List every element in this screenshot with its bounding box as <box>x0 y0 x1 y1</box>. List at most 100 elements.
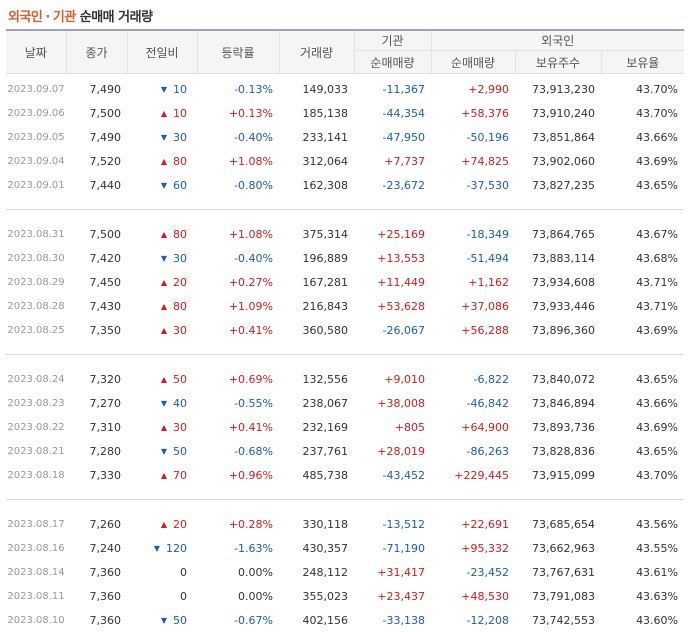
holdings-cell: 73,915,099 <box>515 463 601 487</box>
foreign-cell: -86,263 <box>431 439 515 463</box>
holdings-cell: 73,883,114 <box>515 246 601 270</box>
change-value: 60 <box>173 179 187 192</box>
ratio-cell: 43.61% <box>601 560 684 584</box>
close-cell: 7,310 <box>66 415 127 439</box>
inst-cell: -23,672 <box>354 173 431 197</box>
date-cell: 2023.08.28 <box>6 294 66 318</box>
change-cell: ▲20 <box>127 270 197 294</box>
close-cell: 7,270 <box>66 391 127 415</box>
holdings-cell: 73,864,765 <box>515 222 601 246</box>
rate-cell: -0.40% <box>197 125 279 149</box>
inst-cell: +7,737 <box>354 149 431 173</box>
date-cell: 2023.08.30 <box>6 246 66 270</box>
triangle-up-icon: ▲ <box>161 326 167 335</box>
rate-cell: +1.09% <box>197 294 279 318</box>
holdings-cell: 73,742,553 <box>515 608 601 632</box>
ratio-cell: 43.56% <box>601 512 684 536</box>
change-cell: ▼50 <box>127 439 197 463</box>
change-value: 80 <box>173 300 187 313</box>
header-ratio: 보유율 <box>601 51 684 74</box>
holdings-cell: 73,851,864 <box>515 125 601 149</box>
ratio-cell: 43.55% <box>601 536 684 560</box>
change-value: 120 <box>166 542 187 555</box>
holdings-cell: 73,767,631 <box>515 560 601 584</box>
change-value: 70 <box>173 469 187 482</box>
foreign-cell: -51,494 <box>431 246 515 270</box>
date-cell: 2023.09.01 <box>6 173 66 197</box>
title-rest: 순매매 거래량 <box>80 10 153 25</box>
volume-cell: 312,064 <box>279 149 354 173</box>
date-cell: 2023.08.21 <box>6 439 66 463</box>
close-cell: 7,280 <box>66 439 127 463</box>
change-value: 30 <box>173 421 187 434</box>
change-value: 80 <box>173 155 187 168</box>
holdings-cell: 73,685,654 <box>515 512 601 536</box>
inst-cell: -44,354 <box>354 101 431 125</box>
volume-cell: 355,023 <box>279 584 354 608</box>
inst-cell: +53,628 <box>354 294 431 318</box>
foreign-cell: -18,349 <box>431 222 515 246</box>
inst-cell: -33,138 <box>354 608 431 632</box>
date-cell: 2023.08.18 <box>6 463 66 487</box>
inst-cell: +31,417 <box>354 560 431 584</box>
change-value: 30 <box>173 252 187 265</box>
foreign-cell: -46,842 <box>431 391 515 415</box>
triangle-up-icon: ▲ <box>161 278 167 287</box>
close-cell: 7,360 <box>66 584 127 608</box>
title-dot: · <box>42 10 52 25</box>
date-cell: 2023.08.16 <box>6 536 66 560</box>
triangle-down-icon: ▼ <box>161 616 167 625</box>
volume-cell: 216,843 <box>279 294 354 318</box>
header-holdings: 보유주수 <box>515 51 601 74</box>
change-cell: ▼ 50 <box>127 608 197 632</box>
inst-cell: -71,190 <box>354 536 431 560</box>
close-cell: 7,320 <box>66 367 127 391</box>
header-foreign-group: 외국인 <box>431 30 684 51</box>
rate-cell: -0.80% <box>197 173 279 197</box>
ratio-cell: 43.70% <box>601 463 684 487</box>
date-cell: 2023.08.31 <box>6 222 66 246</box>
inst-cell: -11,367 <box>354 77 431 101</box>
foreign-cell: +74,825 <box>431 149 515 173</box>
volume-cell: 485,738 <box>279 463 354 487</box>
change-cell: ▲80 <box>127 222 197 246</box>
change-value: 10 <box>173 83 187 96</box>
date-cell: 2023.08.23 <box>6 391 66 415</box>
ratio-cell: 43.70% <box>601 77 684 101</box>
change-cell: ▼60 <box>127 173 197 197</box>
foreign-cell: +56,288 <box>431 318 515 342</box>
ratio-cell: 43.63% <box>601 584 684 608</box>
trading-table: 날짜 종가 전일비 등락률 거래량 기관 외국인 순매매량 순매매량 보유주수 … <box>6 29 684 632</box>
change-value: 50 <box>173 614 187 627</box>
volume-cell: 132,556 <box>279 367 354 391</box>
close-cell: 7,360 <box>66 560 127 584</box>
foreign-cell: -12,208 <box>431 608 515 632</box>
triangle-up-icon: ▲ <box>161 302 167 311</box>
ratio-cell: 43.65% <box>601 367 684 391</box>
foreign-cell: +58,376 <box>431 101 515 125</box>
foreign-cell: -37,530 <box>431 173 515 197</box>
change-value: 10 <box>173 107 187 120</box>
volume-cell: 375,314 <box>279 222 354 246</box>
foreign-cell: -50,196 <box>431 125 515 149</box>
change-cell: ▲80 <box>127 149 197 173</box>
ratio-cell: 43.60% <box>601 608 684 632</box>
close-cell: 7,260 <box>66 512 127 536</box>
close-cell: 7,430 <box>66 294 127 318</box>
volume-cell: 402,156 <box>279 608 354 632</box>
change-value: 40 <box>173 397 187 410</box>
header-close: 종가 <box>66 30 127 74</box>
rate-cell: +1.08% <box>197 222 279 246</box>
date-cell: 2023.08.24 <box>6 367 66 391</box>
holdings-cell: 73,827,235 <box>515 173 601 197</box>
volume-cell: 185,138 <box>279 101 354 125</box>
inst-cell: +13,553 <box>354 246 431 270</box>
